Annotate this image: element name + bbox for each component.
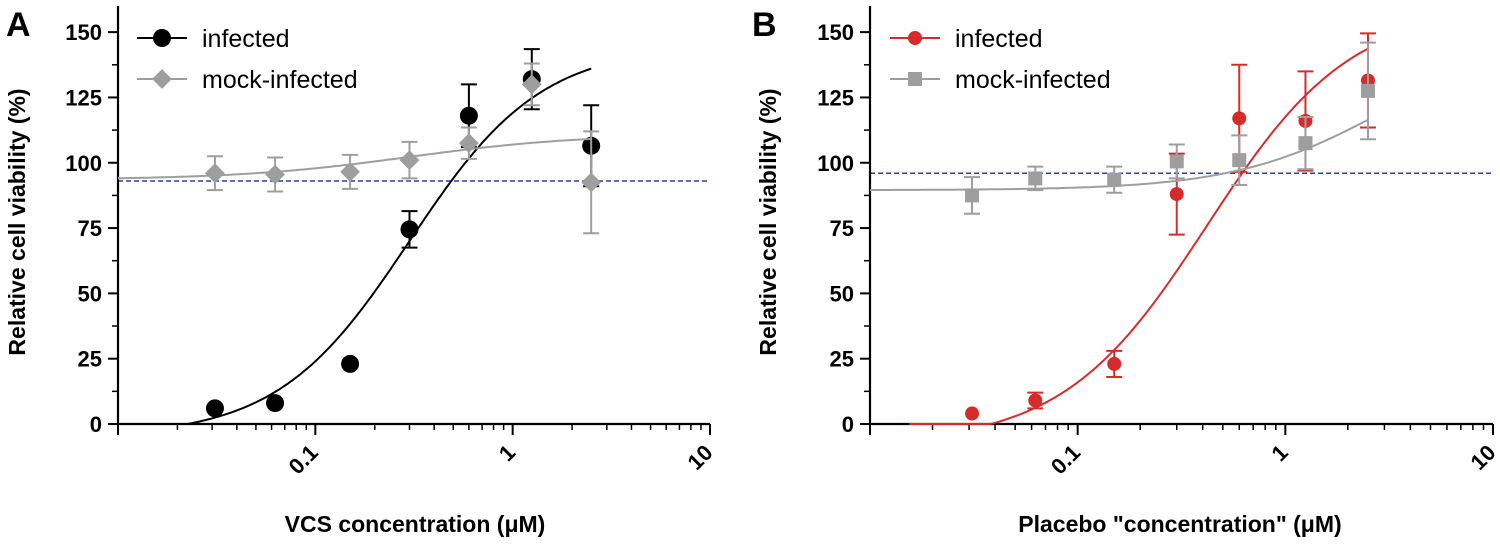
legend-item-mock-infected: mock-infected xyxy=(137,66,358,94)
panel-b-x-axis-title: Placebo "concentration" (μM) xyxy=(1018,511,1341,537)
panel-a-y-tick-label: 75 xyxy=(78,216,102,241)
legend-item-infected: infected xyxy=(137,25,290,53)
panel-b-x-tick-label: 1 xyxy=(1267,440,1293,466)
legend-label-infected: infected xyxy=(202,25,290,53)
panel-a-y-tick-label: 25 xyxy=(78,347,102,372)
legend-label-mock-infected: mock-infected xyxy=(955,66,1111,94)
panel-a: A 0 25 50 75 100 125 150 0.1 1 10 infected mock-i… xyxy=(4,6,718,537)
legend-item-mock-infected: mock-infected xyxy=(890,66,1111,94)
panel-a-x-tick-label: 10 xyxy=(683,440,718,475)
panel-b-point-mock-infected xyxy=(1232,153,1247,168)
panel-a-x-axis-title: VCS concentration (μM) xyxy=(285,511,546,537)
panel-b-y-tick-label: 100 xyxy=(817,151,854,176)
panel-a-point-mock-infected xyxy=(265,164,285,185)
panel-b-point-infected xyxy=(965,406,980,421)
panel-b-legend: infected mock-infected xyxy=(890,25,1111,94)
panel-a-point-mock-infected xyxy=(399,150,420,171)
panel-b: B 0 25 50 75 100 125 150 0.1 1 10 infected mock-i… xyxy=(752,6,1500,537)
panel-a-point-mock-infected xyxy=(340,161,360,182)
panel-b-point-infected xyxy=(1232,111,1247,126)
panel-a-fit-curve-mock-infected xyxy=(117,137,592,180)
panel-b-point-mock-infected xyxy=(1169,154,1184,169)
panel-a-y-tick-label: 150 xyxy=(65,20,102,45)
panel-a-point-infected xyxy=(459,106,478,125)
panel-a-letter: A xyxy=(6,6,31,44)
panel-b-y-tick-label: 150 xyxy=(817,20,854,45)
panel-b-point-mock-infected xyxy=(1360,83,1375,98)
legend-item-infected: infected xyxy=(890,25,1043,53)
legend-label-mock-infected: mock-infected xyxy=(202,66,358,94)
panel-a-point-mock-infected xyxy=(458,133,479,154)
panel-b-x-tick-label: 0.1 xyxy=(1046,440,1085,479)
panel-b-point-infected xyxy=(1028,393,1043,408)
panel-a-y-axis-title: Relative cell viability (%) xyxy=(4,88,30,355)
panel-b-y-tick-label: 50 xyxy=(830,281,854,306)
panel-b-y-tick-label: 25 xyxy=(830,347,854,372)
panel-b-point-mock-infected xyxy=(1028,171,1043,186)
panel-a-y-tick-label: 50 xyxy=(78,281,102,306)
panel-a-point-infected xyxy=(266,394,285,413)
panel-a-point-mock-infected xyxy=(581,172,602,193)
panel-b-letter: B xyxy=(752,6,777,44)
panel-b-point-infected xyxy=(1107,356,1122,371)
panel-a-y-tick-label: 0 xyxy=(90,412,102,437)
panel-b-y-axis-title: Relative cell viability (%) xyxy=(755,88,781,355)
panel-b-y-tick-label: 75 xyxy=(830,216,854,241)
panel-a-point-infected xyxy=(205,399,224,418)
panel-a-point-mock-infected xyxy=(205,163,225,184)
panel-b-fit-curve-infected xyxy=(909,47,1369,425)
panel-a-y-tick-label: 125 xyxy=(65,85,102,110)
panel-a-x-tick-label: 1 xyxy=(494,440,520,466)
panel-b-point-infected xyxy=(1169,187,1184,202)
panel-b-y-tick-label: 0 xyxy=(842,412,854,437)
panel-a-fit-curve-infected xyxy=(168,67,592,425)
panel-b-y-tick-label: 125 xyxy=(817,85,854,110)
panel-a-legend: infected mock-infected xyxy=(137,25,358,94)
panel-a-point-infected xyxy=(341,354,360,373)
panel-b-point-mock-infected xyxy=(965,188,980,203)
legend-label-infected: infected xyxy=(955,25,1043,53)
panel-b-point-mock-infected xyxy=(1298,136,1313,151)
panel-a-y-tick-label: 100 xyxy=(65,151,102,176)
panel-b-point-mock-infected xyxy=(1107,172,1122,187)
panel-a-point-infected xyxy=(400,220,419,239)
panel-a-x-tick-label: 0.1 xyxy=(284,440,323,479)
panel-b-x-tick-label: 10 xyxy=(1466,440,1500,475)
